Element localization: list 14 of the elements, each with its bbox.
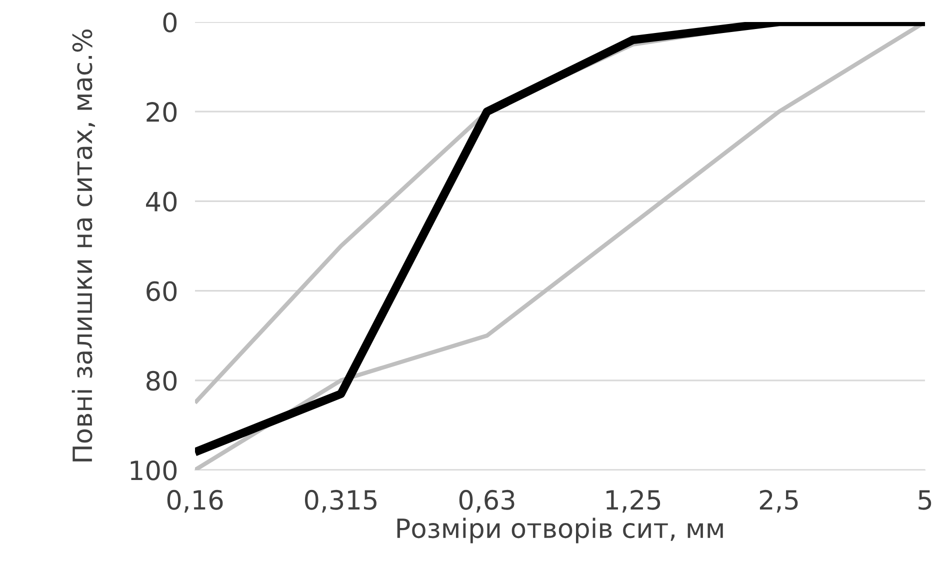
y-axis-title: Повні залишки на ситах, мас.% [72, 30, 95, 462]
y-tick-label: 40 [146, 192, 177, 212]
x-tick-label: 0,63 [459, 490, 514, 513]
x-tick-label: 1,25 [606, 490, 660, 513]
y-tick-label: 60 [146, 281, 177, 302]
y-tick-label: 20 [146, 102, 177, 122]
y-tick-label: 80 [146, 370, 177, 391]
y-tick-label: 0 [163, 12, 177, 32]
y-tick-label: 100 [130, 460, 177, 480]
x-tick-label: 0,315 [304, 490, 376, 513]
x-tick-label: 2,5 [760, 490, 798, 513]
x-tick-label: 0,16 [167, 490, 223, 513]
x-tick-label: 5 [918, 490, 932, 510]
x-axis-title: Розміри отворів сит, мм [397, 518, 723, 544]
